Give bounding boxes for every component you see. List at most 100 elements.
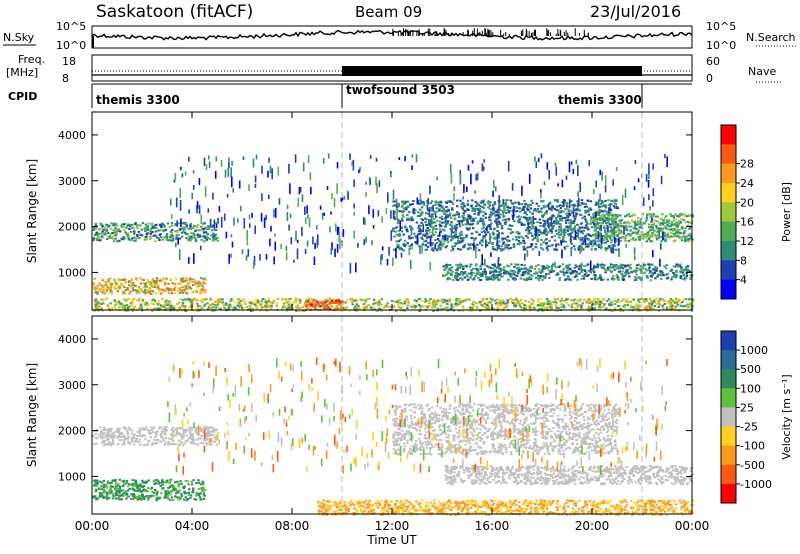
heatmap-cell [123,228,126,231]
heatmap-cell [555,209,558,212]
heatmap-cell [660,270,663,273]
heatmap-cell [504,304,507,307]
heatmap-cell [664,153,666,159]
heatmap-cell [559,219,562,222]
heatmap-cell [642,298,645,301]
heatmap-cell [408,219,411,222]
heatmap-cell [682,235,685,238]
heatmap-cell [538,277,542,280]
heatmap-cell [467,208,470,211]
heatmap-cell [681,301,684,304]
heatmap-cell [426,236,430,239]
heatmap-cell [439,248,442,251]
heatmap-cell [425,229,428,232]
heatmap-cell [540,207,543,210]
heatmap-cell [305,298,309,301]
heatmap-cell [497,237,500,239]
heatmap-cell [570,272,573,275]
heatmap-cell [626,303,629,306]
heatmap-cell [509,275,512,278]
heatmap-cell [482,166,485,171]
heatmap-cell [311,299,314,302]
heatmap-cell [224,169,227,178]
heatmap-cell [479,268,483,270]
heatmap-cell [599,218,603,220]
heatmap-cell [559,210,563,213]
heatmap-cell [675,274,678,277]
heatmap-cell [639,234,642,236]
heatmap-cell [366,298,369,301]
heatmap-cell [430,200,434,203]
heatmap-cell [107,305,110,308]
heatmap-cell [582,240,586,243]
heatmap-cell [542,224,545,227]
heatmap-cell [671,301,674,304]
heatmap-cell [164,289,167,292]
heatmap-cell [109,288,113,291]
heatmap-cell [204,303,207,306]
heatmap-cell [400,248,404,251]
heatmap-cell [665,273,668,276]
heatmap-cell [429,231,432,234]
heatmap-cell [463,217,467,220]
heatmap-cell [515,238,518,241]
heatmap-cell [170,198,172,206]
heatmap-cell [147,231,150,234]
heatmap-cell [392,227,395,230]
heatmap-cell [288,303,291,306]
heatmap-cell [186,297,190,300]
heatmap-cell [597,298,600,301]
heatmap-cell [475,202,479,204]
heatmap-cell [146,228,149,231]
heatmap-cell [149,289,152,292]
heatmap-cell [655,267,658,270]
heatmap-cell [575,275,578,278]
heatmap-cell [452,279,455,282]
heatmap-cell [205,297,209,300]
heatmap-cell [267,170,269,178]
heatmap-cell [186,282,189,285]
heatmap-cell [197,285,201,288]
heatmap-cell [541,219,545,222]
heatmap-cell [191,234,195,237]
heatmap-cell [538,250,541,256]
heatmap-cell [558,236,561,239]
heatmap-cell [597,246,601,249]
heatmap-cell [641,272,644,275]
heatmap-cell [641,267,644,270]
heatmap-cell [623,222,626,224]
heatmap-cell [490,267,493,270]
heatmap-cell [176,230,179,233]
heatmap-cell [519,299,523,302]
heatmap-cell [431,242,434,245]
heatmap-cell [586,210,590,213]
heatmap-cell [215,223,218,229]
heatmap-cell [584,235,587,238]
heatmap-cell [686,306,689,309]
heatmap-cell [498,216,501,219]
heatmap-cell [427,304,431,307]
heatmap-cell [529,246,532,249]
heatmap-cell [650,308,654,310]
heatmap-cell [558,211,561,214]
heatmap-cell [681,268,684,271]
heatmap-cell [517,236,520,239]
heatmap-cell [679,271,682,274]
heatmap-cell [589,200,592,203]
heatmap-cell [563,306,566,309]
heatmap-cell [675,271,678,274]
heatmap-cell [393,200,396,203]
heatmap-cell [462,212,465,215]
heatmap-cell [429,302,432,305]
heatmap-cell [481,163,484,172]
heatmap-cell [548,170,550,180]
heatmap-cell [248,184,250,191]
heatmap-cell [436,238,440,240]
heatmap-cell [568,221,571,224]
heatmap-cell [352,159,355,171]
heatmap-cell [152,234,155,237]
heatmap-cell [637,306,640,309]
heatmap-cell [620,264,623,267]
heatmap-cell [553,298,557,301]
heatmap-cell [482,270,485,273]
